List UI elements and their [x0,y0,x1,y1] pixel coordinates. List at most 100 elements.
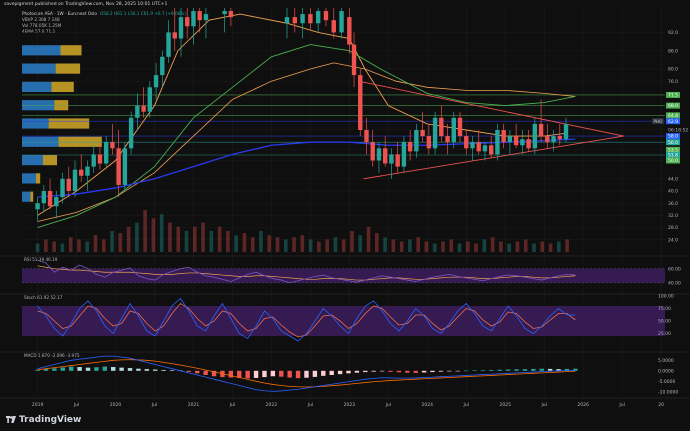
candle-body [203,14,209,21]
macd-histogram-bar [371,370,376,372]
rsi-ma-line [37,265,576,281]
macd-histogram-bar [228,370,234,378]
price-pane[interactable]: 92.0 86.0 80.0 76.0 71.5 68.0 64.862.9 06:18:52… [22,8,688,396]
time-label: 20 [658,402,664,408]
candle-body [66,178,71,191]
ema-mid-line [37,44,576,229]
volume-bar [391,239,396,252]
candle-body [451,117,456,143]
rsi-pane[interactable]: 60.00 40.00 [0,255,690,286]
stoch-pane[interactable]: 100.00 75.00 50.00 25.00 [0,293,690,342]
candle-body [420,130,425,137]
volume-bar [366,226,371,252]
candle-body [185,17,190,27]
stoch-d-line [37,302,576,338]
volume-bar [474,243,478,252]
rsi-legend: RSI 51.39 46.19 [24,257,58,262]
candle-body [376,148,382,161]
macd-histogram-bar [211,370,217,377]
candle-body [445,136,450,143]
candle-body [122,148,128,185]
volume-bar [209,231,214,252]
volume-bar [60,243,65,252]
volume-bar [35,243,40,252]
volume-bar [408,239,412,252]
candle-body [110,142,115,149]
macd-histogram-bar [111,367,116,371]
candle-body [414,130,419,152]
price-label: 71.5 [668,93,678,99]
volume-bar [85,241,90,252]
candle-body [538,123,544,137]
candle-body [339,11,344,33]
stoch-k-line [37,297,576,342]
candle-body [482,145,488,152]
candle-body [364,130,369,143]
macd-histogram-bar [321,370,326,376]
candle-body [331,20,336,33]
volume-bar [490,237,495,252]
candle-body [464,136,469,149]
volume-profile-blue-bar [22,136,59,147]
macd-histogram-bar [169,370,175,371]
time-label: Jul [385,402,391,408]
candle-body [426,136,432,149]
macd-histogram-bar [153,369,158,371]
macd-histogram-bar [539,368,544,371]
macd-histogram-bar [35,369,40,371]
macd-histogram-bar [304,370,309,378]
time-label: 2019 [32,402,44,408]
price-label-bg [666,146,680,153]
candle-body [116,148,121,185]
macd-tick: 5.0000 [658,358,674,364]
candle-body [141,105,146,112]
macd-tick: -5.0000 [658,379,676,385]
price-label-bg [666,112,680,119]
candle-body [72,169,78,191]
ema-legend: 4EMA 57.0 71.2 [22,29,56,34]
ema-short-line [37,13,568,216]
volume-bar [250,237,255,252]
candle-body [439,117,444,137]
time-label: 2020 [110,402,122,408]
macd-histogram-bar [144,369,150,371]
volume-bar [184,231,189,252]
candle-body [284,17,290,24]
volume-bar [441,241,445,252]
macd-histogram-bar [43,369,49,371]
volume-profile-blue-bar [22,191,31,202]
price-tag: PHO [654,119,664,124]
candle-body [97,154,103,164]
ema-long-line [37,138,576,198]
price-label-bg [666,139,680,146]
price-label: 51.8 [668,153,678,159]
time-label: 2024 [422,402,434,408]
candle-body [358,75,363,130]
volume-bar [151,218,156,252]
candle-body [103,142,109,164]
price-label: 92.0 [668,30,678,36]
candle-body [532,123,538,149]
rsi-tick: 40.00 [668,280,681,286]
candle-body [79,169,84,176]
macd-pane[interactable]: 5.0000 0.0000 -5.0000 -10.0000 [0,351,690,395]
macd-histogram-bar [497,369,502,371]
candle-body [395,154,400,167]
price-label: 36.0 [668,201,678,207]
volume-bar [482,239,487,252]
price-label-bg [666,118,680,125]
macd-histogram-bar [531,368,536,371]
candle-body [557,136,562,140]
candle-body [172,32,177,39]
macd-histogram-bar [489,369,494,371]
macd-histogram-bar [405,370,410,373]
candle-body [308,14,313,24]
volume-bar [399,241,404,252]
macd-histogram-bar [522,369,528,371]
price-label: 40.0 [668,189,678,195]
volume-bar [68,237,73,252]
macd-histogram-bar [237,370,242,378]
time-label: Jul [618,402,624,408]
candle-body [347,17,352,45]
